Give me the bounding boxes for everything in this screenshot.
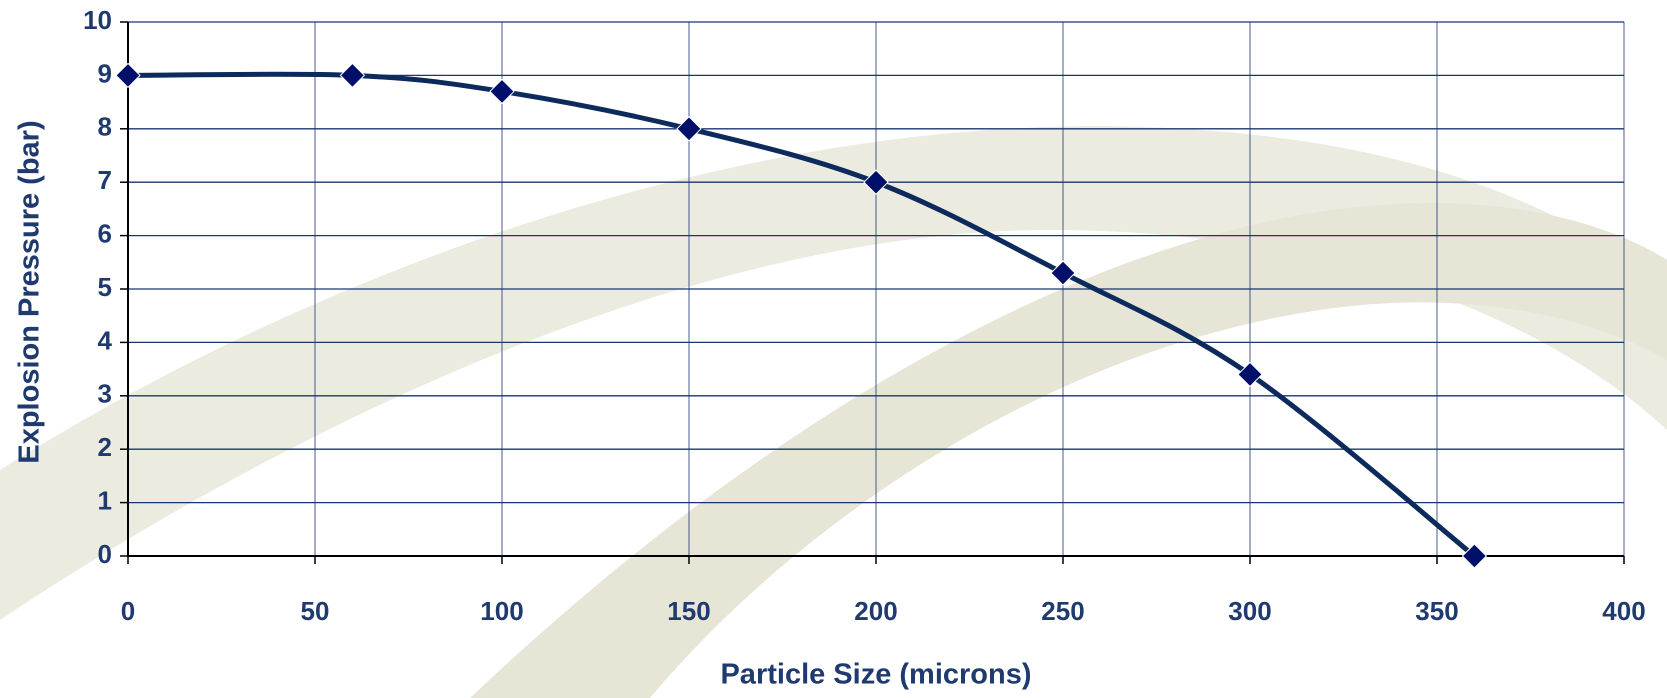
swoosh bbox=[0, 126, 1667, 620]
y-tick-label: 7 bbox=[98, 165, 112, 195]
y-tick-label: 4 bbox=[98, 325, 113, 355]
data-point bbox=[1237, 361, 1263, 388]
data-point bbox=[676, 116, 702, 142]
y-tick-label: 10 bbox=[83, 5, 112, 35]
x-tick-label: 300 bbox=[1228, 596, 1271, 626]
y-tick-label: 5 bbox=[98, 272, 112, 302]
data-point bbox=[489, 78, 515, 105]
x-tick-label: 100 bbox=[480, 596, 523, 626]
y-tick-label: 8 bbox=[98, 112, 112, 142]
x-axis-title: Particle Size (microns) bbox=[720, 659, 1031, 691]
x-tick-label: 400 bbox=[1602, 596, 1645, 626]
y-axis-title: Explosion Pressure (bar) bbox=[14, 120, 46, 463]
y-tick-label: 9 bbox=[98, 58, 112, 88]
data-point bbox=[863, 169, 889, 195]
data-point bbox=[115, 62, 141, 89]
x-tick-label: 150 bbox=[667, 596, 710, 626]
x-tick-label: 0 bbox=[121, 596, 135, 626]
data-point bbox=[339, 62, 366, 89]
x-tick-label: 50 bbox=[301, 596, 330, 626]
x-tick-label: 350 bbox=[1415, 596, 1458, 626]
y-tick-label: 0 bbox=[98, 539, 112, 569]
background-decoration bbox=[0, 126, 1667, 698]
swoosh bbox=[470, 203, 1667, 698]
data-point bbox=[1050, 260, 1076, 286]
y-tick-label: 2 bbox=[98, 432, 112, 462]
y-tick-label: 6 bbox=[98, 218, 112, 248]
data-point bbox=[1461, 543, 1488, 569]
y-tick-label: 3 bbox=[98, 379, 112, 409]
x-tick-label: 250 bbox=[1041, 596, 1084, 626]
x-tick-label: 200 bbox=[854, 596, 897, 626]
y-tick-label: 1 bbox=[98, 485, 112, 515]
